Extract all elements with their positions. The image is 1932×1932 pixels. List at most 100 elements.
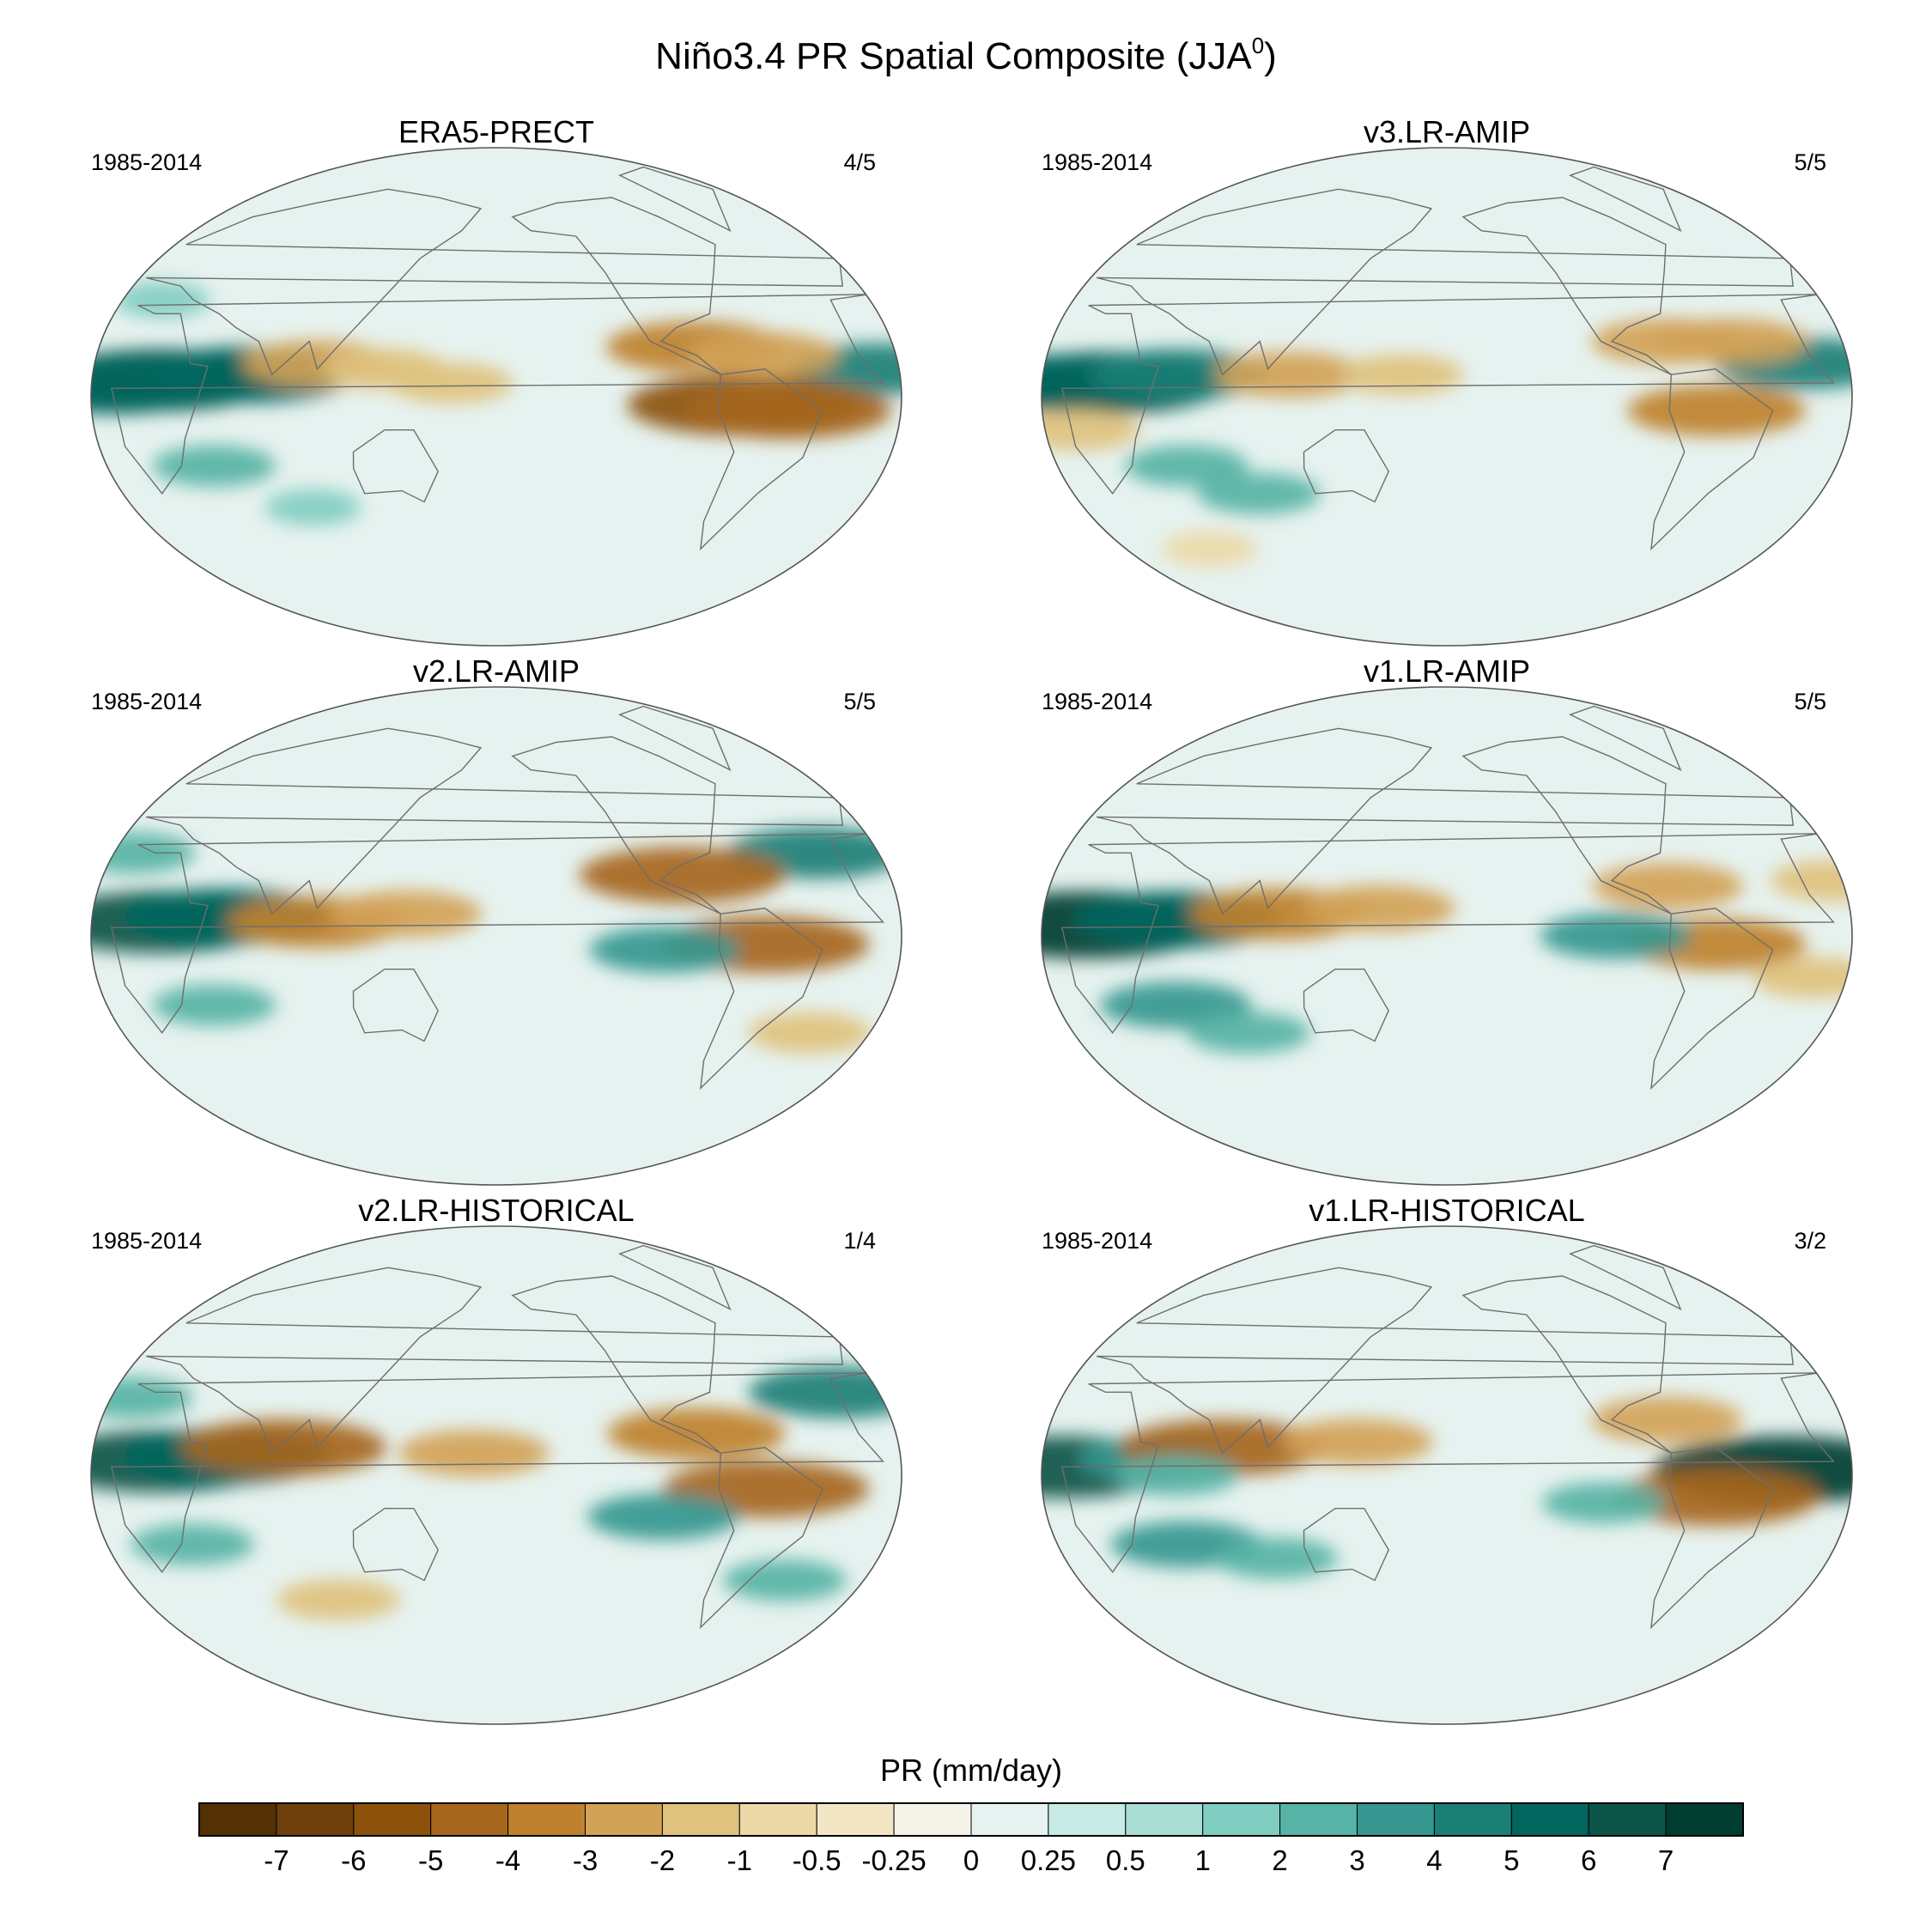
colorbar-swatch	[893, 1802, 972, 1837]
colorbar-tick-label: 2	[1272, 1844, 1287, 1876]
anomaly-blob: 2	[1186, 1012, 1310, 1054]
map-border	[1041, 686, 1853, 1186]
anomaly-blob: 1	[264, 489, 361, 526]
anomaly-blob: -1	[1161, 531, 1258, 568]
map-background	[1042, 148, 1852, 646]
coastline	[1650, 908, 1774, 1091]
colorbar-tick-label: 0	[963, 1844, 979, 1876]
map-border	[90, 147, 902, 647]
colorbar-swatch	[1279, 1802, 1358, 1837]
colorbar-swatch	[970, 1802, 1049, 1837]
panel-period: 1985-2014	[1042, 149, 1152, 175]
anomaly-blob: 2	[1124, 445, 1249, 487]
figure-title: Niño3.4 PR Spatial Composite (JJA0)	[655, 33, 1277, 77]
coastline	[1303, 968, 1389, 1042]
anomaly-blob: -2	[276, 1579, 400, 1620]
colorbar-swatch	[353, 1802, 432, 1837]
colorbar-swatch	[507, 1802, 586, 1837]
colorbar-swatch	[1588, 1802, 1667, 1837]
coastline	[352, 968, 439, 1042]
colorbar-swatch	[1433, 1802, 1512, 1837]
panel-count: 1/4	[843, 1228, 876, 1254]
anomaly-blob: -5	[579, 847, 786, 904]
anomaly-blob: -4	[1627, 385, 1807, 437]
anomaly-blob: -2	[1770, 860, 1852, 902]
anomaly-blob: -3	[687, 331, 839, 379]
anomaly-blob: -2	[1340, 354, 1464, 396]
coastline	[700, 368, 823, 551]
anomaly-blob: 2	[1197, 472, 1321, 514]
anomaly-blob: -5	[1613, 1468, 1820, 1526]
map-background	[1042, 687, 1852, 1185]
coastlines	[1060, 705, 1835, 1091]
coastline	[1060, 1372, 1835, 1573]
colorbar-swatch	[738, 1802, 817, 1837]
panel-count: 4/5	[843, 149, 876, 175]
coastline	[110, 294, 884, 495]
coastline	[110, 1372, 884, 1573]
colorbar-swatch	[1357, 1802, 1435, 1837]
coastline	[1569, 1244, 1682, 1311]
coastline	[1569, 705, 1682, 772]
anomaly-field: 75-4-33-2-4-332-2	[1042, 860, 1852, 1054]
colorbar-tick-label: -5	[418, 1844, 443, 1876]
colorbar-swatch	[276, 1802, 355, 1837]
map-background	[91, 687, 902, 1185]
coastline	[511, 1275, 721, 1454]
coastline	[1461, 197, 1672, 375]
anomaly-blob: 2	[131, 1523, 255, 1565]
coastlines	[110, 166, 884, 551]
colorbar-tick-label: -4	[495, 1844, 520, 1876]
panel-title: v1.LR-HISTORICAL	[1309, 1193, 1584, 1228]
colorbar-swatch	[1125, 1802, 1204, 1837]
panel-title: v2.LR-AMIP	[413, 653, 580, 689]
anomaly-blob: -2	[1752, 957, 1852, 999]
coastline	[700, 1447, 823, 1630]
coastline	[511, 197, 721, 375]
anomaly-blob: 2	[1541, 1482, 1666, 1524]
coastline	[1461, 736, 1672, 914]
colorbar-tick-label: 1	[1195, 1844, 1211, 1876]
coastline	[1096, 188, 1795, 376]
map-panel: 673-52-5-3-3322v1.LR-HISTORICAL1985-2014…	[1041, 1193, 1853, 1725]
colorbar-tick-label: 6	[1581, 1844, 1596, 1876]
coastline	[1096, 1267, 1795, 1455]
coastline	[618, 166, 732, 233]
coastline	[618, 705, 732, 772]
coastline	[145, 188, 844, 376]
anomaly-blob: -3	[331, 890, 483, 938]
anomaly-blob: -2	[747, 1012, 872, 1054]
coastlines	[110, 1244, 884, 1630]
colorbar-tick-label: 4	[1426, 1844, 1442, 1876]
anomaly-blob: 3	[589, 927, 741, 974]
panel-period: 1985-2014	[91, 689, 202, 714]
coastline	[700, 908, 823, 1091]
panel-period: 1985-2014	[91, 1228, 202, 1254]
anomaly-blob: -3	[1591, 1396, 1743, 1443]
panel-count: 5/5	[843, 689, 876, 714]
coastline	[1303, 428, 1389, 503]
coastline	[1060, 294, 1835, 495]
anomaly-blob: -5	[685, 382, 892, 440]
map-border	[90, 686, 902, 1186]
anomaly-blob: 2	[1214, 1537, 1339, 1579]
anomaly-blob: -3	[1303, 884, 1455, 932]
colorbar-tick-label: 3	[1349, 1844, 1364, 1876]
map-border	[90, 1225, 902, 1725]
map-background	[1042, 1226, 1852, 1724]
anomaly-blob: -5	[180, 1419, 387, 1476]
colorbar-swatch	[1202, 1802, 1281, 1837]
colorbar-swatch	[1510, 1802, 1589, 1837]
colorbar-tick-label: 0.25	[1021, 1844, 1076, 1876]
anomaly-blob: -3	[1657, 318, 1809, 365]
coastline	[1650, 368, 1774, 551]
colorbar-swatch	[1048, 1802, 1127, 1837]
coastline	[1096, 727, 1795, 915]
map-panels: 6554-6-5-4-3-3-2211-2ERA5-PRECT1985-2014…	[90, 114, 1853, 1725]
coastline	[352, 1507, 439, 1582]
coastline	[1461, 1275, 1672, 1454]
coastline	[511, 736, 721, 914]
panel-title: v2.LR-HISTORICAL	[358, 1193, 634, 1228]
